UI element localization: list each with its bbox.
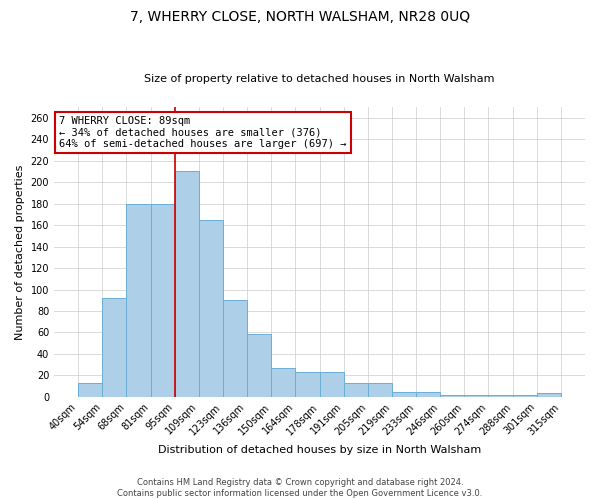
Bar (78, 383, 103, 397)
Text: 7, WHERRY CLOSE, NORTH WALSHAM, NR28 0UQ: 7, WHERRY CLOSE, NORTH WALSHAM, NR28 0UQ (130, 10, 470, 24)
Bar (271, 368, 295, 397)
Bar (247, 334, 271, 397)
Bar (151, 204, 175, 397)
Text: Contains HM Land Registry data © Crown copyright and database right 2024.
Contai: Contains HM Land Registry data © Crown c… (118, 478, 482, 498)
Text: 7 WHERRY CLOSE: 89sqm
← 34% of detached houses are smaller (376)
64% of semi-det: 7 WHERRY CLOSE: 89sqm ← 34% of detached … (59, 116, 347, 149)
Bar (175, 172, 199, 397)
Bar (127, 204, 151, 397)
X-axis label: Distribution of detached houses by size in North Walsham: Distribution of detached houses by size … (158, 445, 481, 455)
Y-axis label: Number of detached properties: Number of detached properties (15, 164, 25, 340)
Bar (199, 220, 223, 397)
Bar (103, 298, 127, 397)
Bar (464, 394, 488, 397)
Bar (344, 383, 368, 397)
Bar (512, 394, 537, 397)
Bar (223, 300, 247, 397)
Bar (320, 372, 344, 397)
Bar (295, 372, 320, 397)
Bar (368, 383, 392, 397)
Title: Size of property relative to detached houses in North Walsham: Size of property relative to detached ho… (144, 74, 495, 84)
Bar (488, 394, 512, 397)
Bar (440, 394, 464, 397)
Bar (416, 392, 440, 397)
Bar (392, 392, 416, 397)
Bar (537, 392, 561, 397)
